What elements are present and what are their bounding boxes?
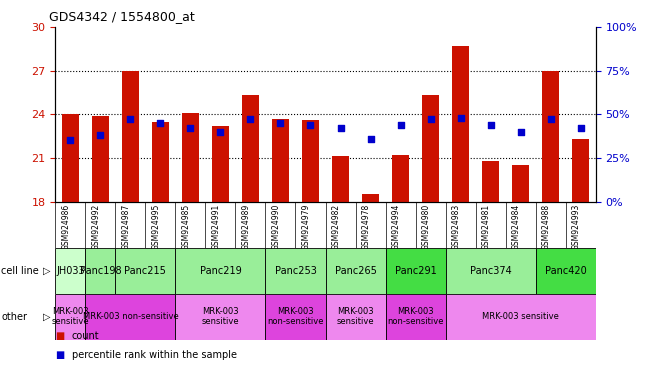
Text: GSM924990: GSM924990 xyxy=(271,204,281,250)
Text: GSM924989: GSM924989 xyxy=(242,204,251,250)
Bar xyxy=(445,294,596,340)
Bar xyxy=(55,294,85,340)
Point xyxy=(546,116,556,122)
Text: GSM924988: GSM924988 xyxy=(542,204,551,250)
Bar xyxy=(422,95,439,202)
Bar xyxy=(482,161,499,202)
Bar xyxy=(182,113,199,202)
Bar xyxy=(152,121,169,202)
Point xyxy=(95,132,105,138)
Text: MRK-003
sensitive: MRK-003 sensitive xyxy=(202,307,240,326)
Text: GSM924979: GSM924979 xyxy=(301,204,311,250)
Point xyxy=(365,136,376,142)
Bar xyxy=(242,95,258,202)
Text: Panc291: Panc291 xyxy=(395,266,436,276)
Text: MRK-003 non-sensitive: MRK-003 non-sensitive xyxy=(83,312,178,321)
Bar xyxy=(55,248,85,294)
Point xyxy=(125,116,135,122)
Text: GSM924984: GSM924984 xyxy=(512,204,521,250)
Bar xyxy=(445,248,536,294)
Point xyxy=(575,125,586,131)
Text: GSM924994: GSM924994 xyxy=(391,204,400,250)
Bar xyxy=(362,194,379,202)
Text: GSM924991: GSM924991 xyxy=(212,204,221,250)
Bar xyxy=(115,248,175,294)
Text: ▷: ▷ xyxy=(43,312,51,322)
Bar xyxy=(512,165,529,202)
Text: Panc265: Panc265 xyxy=(335,266,376,276)
Point xyxy=(275,120,286,126)
Text: Panc420: Panc420 xyxy=(545,266,587,276)
Bar xyxy=(385,248,445,294)
Text: GDS4342 / 1554800_at: GDS4342 / 1554800_at xyxy=(49,10,195,23)
Point xyxy=(305,122,316,128)
Bar xyxy=(326,248,385,294)
Bar xyxy=(62,114,79,202)
Bar xyxy=(536,248,596,294)
Text: ▷: ▷ xyxy=(43,266,51,276)
Bar xyxy=(542,71,559,202)
Point xyxy=(395,122,406,128)
Bar xyxy=(175,294,266,340)
Point xyxy=(516,129,526,135)
Bar xyxy=(385,294,445,340)
Bar xyxy=(302,120,319,202)
Bar xyxy=(332,156,349,202)
Bar xyxy=(212,126,229,202)
Point xyxy=(186,125,196,131)
Text: percentile rank within the sample: percentile rank within the sample xyxy=(72,350,236,360)
Point xyxy=(155,120,165,126)
Point xyxy=(335,125,346,131)
Point xyxy=(215,129,226,135)
Point xyxy=(456,115,466,121)
Bar xyxy=(326,294,385,340)
Text: other: other xyxy=(1,312,27,322)
Bar xyxy=(393,155,409,202)
Text: MRK-003
sensitive: MRK-003 sensitive xyxy=(337,307,374,326)
Text: MRK-003
non-sensitive: MRK-003 non-sensitive xyxy=(267,307,324,326)
Text: GSM924987: GSM924987 xyxy=(121,204,130,250)
Text: MRK-003
sensitive: MRK-003 sensitive xyxy=(51,307,89,326)
Text: Panc374: Panc374 xyxy=(470,266,512,276)
Text: Panc215: Panc215 xyxy=(124,266,166,276)
Text: GSM924986: GSM924986 xyxy=(61,204,70,250)
Text: GSM924992: GSM924992 xyxy=(91,204,100,250)
Text: GSM924995: GSM924995 xyxy=(152,204,160,250)
Bar xyxy=(92,116,109,202)
Text: count: count xyxy=(72,331,99,341)
Text: cell line: cell line xyxy=(1,266,39,276)
Text: GSM924985: GSM924985 xyxy=(182,204,191,250)
Text: Panc198: Panc198 xyxy=(79,266,121,276)
Text: GSM924980: GSM924980 xyxy=(422,204,430,250)
Text: Panc219: Panc219 xyxy=(200,266,242,276)
Bar xyxy=(85,294,175,340)
Text: MRK-003 sensitive: MRK-003 sensitive xyxy=(482,312,559,321)
Text: GSM924993: GSM924993 xyxy=(572,204,581,250)
Point xyxy=(65,137,76,144)
Bar xyxy=(272,119,289,202)
Point xyxy=(425,116,436,122)
Text: Panc253: Panc253 xyxy=(275,266,316,276)
Text: GSM924983: GSM924983 xyxy=(452,204,461,250)
Bar xyxy=(572,139,589,202)
Bar xyxy=(266,294,326,340)
Point xyxy=(486,122,496,128)
Text: GSM924981: GSM924981 xyxy=(482,204,491,250)
Text: ■: ■ xyxy=(55,331,64,341)
Text: GSM924978: GSM924978 xyxy=(361,204,370,250)
Text: JH033: JH033 xyxy=(56,266,85,276)
Text: MRK-003
non-sensitive: MRK-003 non-sensitive xyxy=(387,307,444,326)
Text: GSM924982: GSM924982 xyxy=(331,204,340,250)
Text: ■: ■ xyxy=(55,350,64,360)
Point xyxy=(245,116,256,122)
Bar xyxy=(85,248,115,294)
Bar xyxy=(175,248,266,294)
Bar xyxy=(122,71,139,202)
Bar xyxy=(266,248,326,294)
Bar xyxy=(452,46,469,202)
